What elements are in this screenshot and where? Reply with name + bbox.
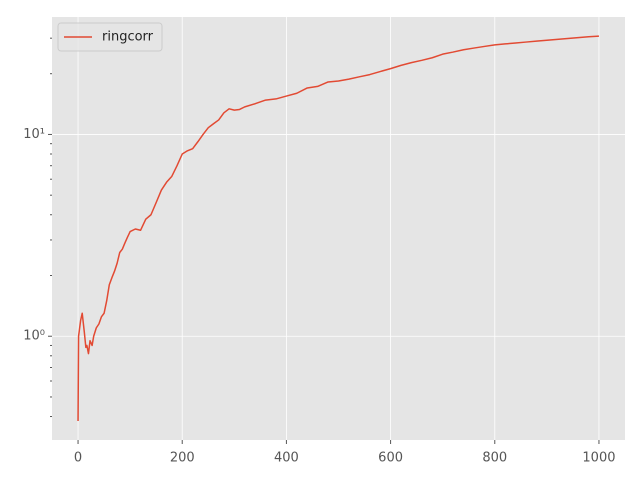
x-tick-label: 1000 [582,451,615,466]
x-tick-label: 0 [74,451,82,466]
x-tick-label: 400 [274,451,299,466]
plot-area [52,17,625,440]
x-tick-label: 800 [482,451,507,466]
y-tick-label: 10⁰ [23,329,45,344]
x-tick-label: 600 [378,451,403,466]
data-line [77,35,599,422]
x-tick-label: 200 [170,451,195,466]
legend-label: ringcorr [102,30,154,45]
y-tick-label: 10¹ [23,127,45,142]
legend-box [57,22,163,52]
